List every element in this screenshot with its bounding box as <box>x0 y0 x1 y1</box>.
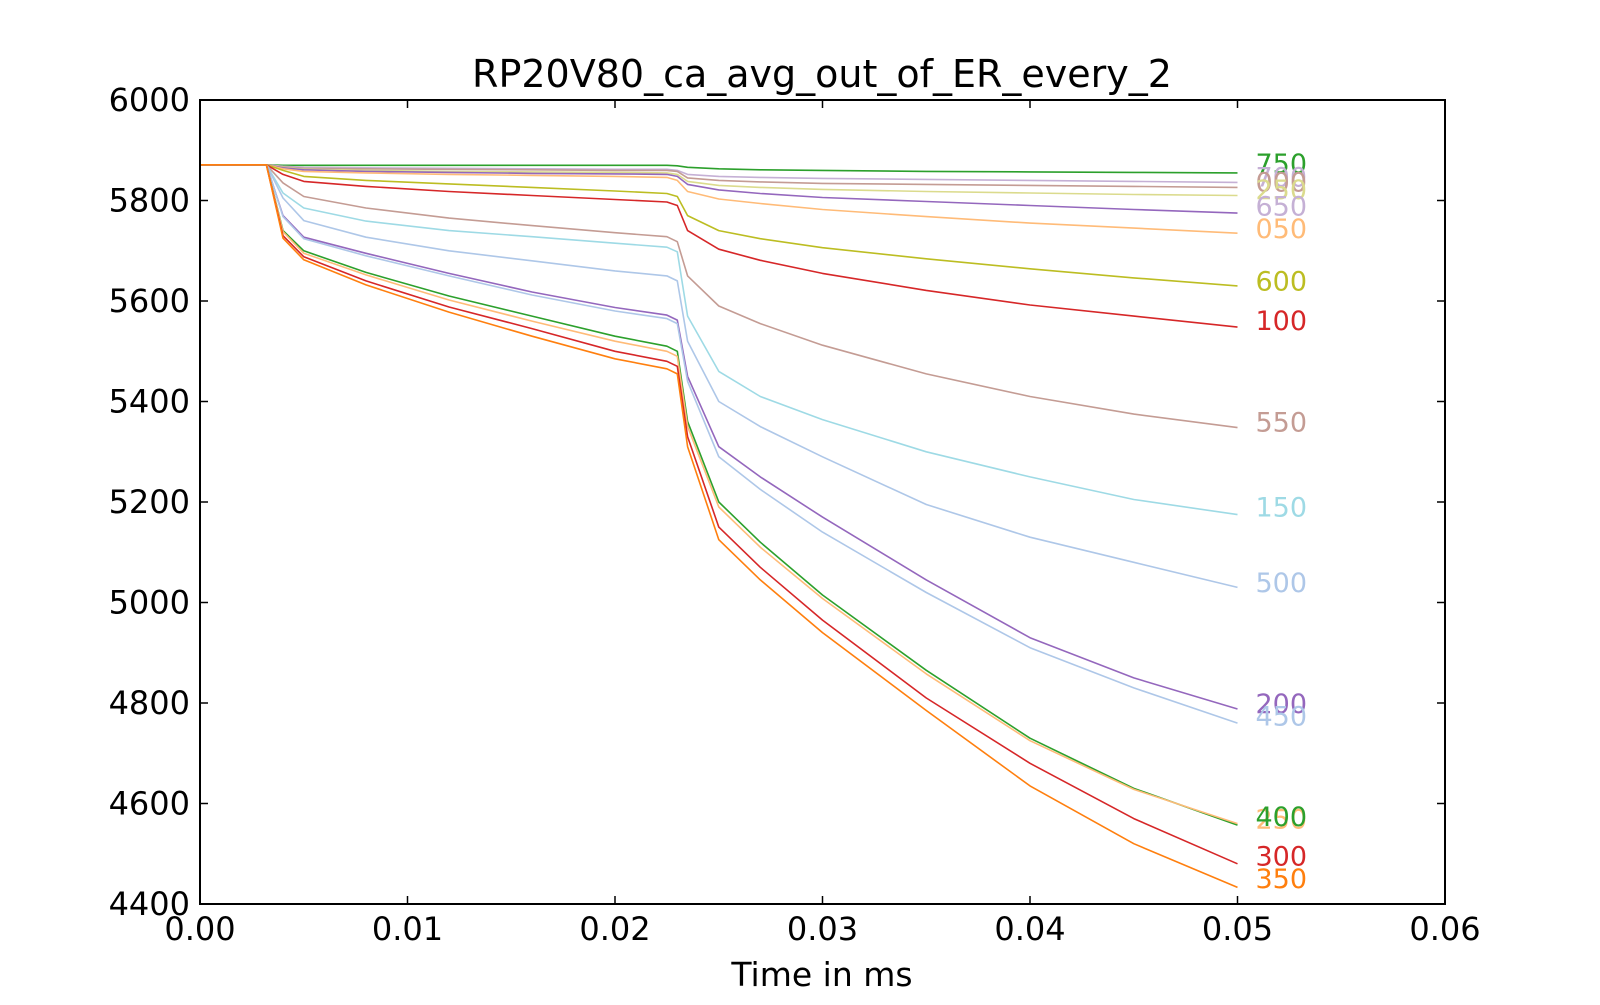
series-label-400: 400 <box>1256 802 1308 833</box>
series-line-300-15 <box>200 164 1238 865</box>
y-tick-label: 4800 <box>109 684 190 722</box>
y-tick-label: 4400 <box>109 885 190 923</box>
y-tick-label: 5000 <box>109 584 190 622</box>
series-line-200-11 <box>200 164 1238 710</box>
x-tick-label: 0.03 <box>787 910 858 948</box>
series-line-100-7 <box>200 164 1238 328</box>
series-label-700: 700 <box>1256 162 1308 193</box>
series-label-350: 350 <box>1256 864 1308 895</box>
series-label-200: 200 <box>1256 689 1308 720</box>
plot-frame <box>199 99 1446 905</box>
x-tick-label: 0.01 <box>372 910 443 948</box>
axis-ticks: 0.00 0.01 0.02 0.03 0.04 0.05 0.06 4400 4600 4800… <box>109 81 1481 948</box>
y-tick-label: 5600 <box>109 282 190 320</box>
series-line-700-1 <box>200 164 1238 184</box>
series-line-400-13 <box>200 164 1238 826</box>
y-tick-label: 5800 <box>109 182 190 220</box>
series-label-100: 100 <box>1256 306 1308 337</box>
series-line-450-12 <box>200 164 1238 724</box>
series-label-600: 600 <box>1256 266 1308 297</box>
y-tick-label: 5200 <box>109 483 190 521</box>
series-line-500-10 <box>200 164 1238 589</box>
x-tick-label: 0.05 <box>1202 910 1273 948</box>
chart-title: RP20V80_ca_avg_out_of_ER_every_2 <box>472 52 1172 96</box>
series-label-250: 250 <box>1256 175 1308 206</box>
series-line-000-2 <box>200 164 1238 189</box>
series-line-050-5 <box>200 164 1238 234</box>
series-label-650: 650 <box>1256 192 1308 223</box>
y-tick-label: 4600 <box>109 785 190 823</box>
series-line-650-4 <box>200 164 1238 214</box>
x-axis-label: Time in ms <box>730 955 912 994</box>
series-label-750: 750 <box>1256 149 1308 180</box>
series-line-550-8 <box>200 164 1238 429</box>
series-label-150: 150 <box>1256 493 1308 524</box>
series-line-150-9 <box>200 164 1238 516</box>
series-line-350-16 <box>200 164 1238 889</box>
series-label-050: 050 <box>1256 214 1308 245</box>
series-layer <box>200 164 1238 889</box>
series-label-250: 250 <box>1256 805 1308 836</box>
series-label-300: 300 <box>1256 841 1308 872</box>
series-label-500: 500 <box>1256 568 1308 599</box>
series-line-600-6 <box>200 164 1238 287</box>
series-label-550: 550 <box>1256 408 1308 439</box>
series-line-250-14 <box>200 164 1238 825</box>
x-tick-label: 0.04 <box>994 910 1065 948</box>
y-tick-label: 5400 <box>109 383 190 421</box>
y-tick-label: 6000 <box>109 81 190 119</box>
x-tick-label: 0.02 <box>579 910 650 948</box>
series-label-000: 000 <box>1256 167 1308 198</box>
x-tick-label: 0.00 <box>164 910 235 948</box>
series-label-450: 450 <box>1256 702 1308 733</box>
series-line-750-0 <box>200 164 1238 174</box>
x-tick-label: 0.06 <box>1409 910 1480 948</box>
series-end-labels: 7507000002506500506001005501505002004502… <box>1256 149 1308 895</box>
